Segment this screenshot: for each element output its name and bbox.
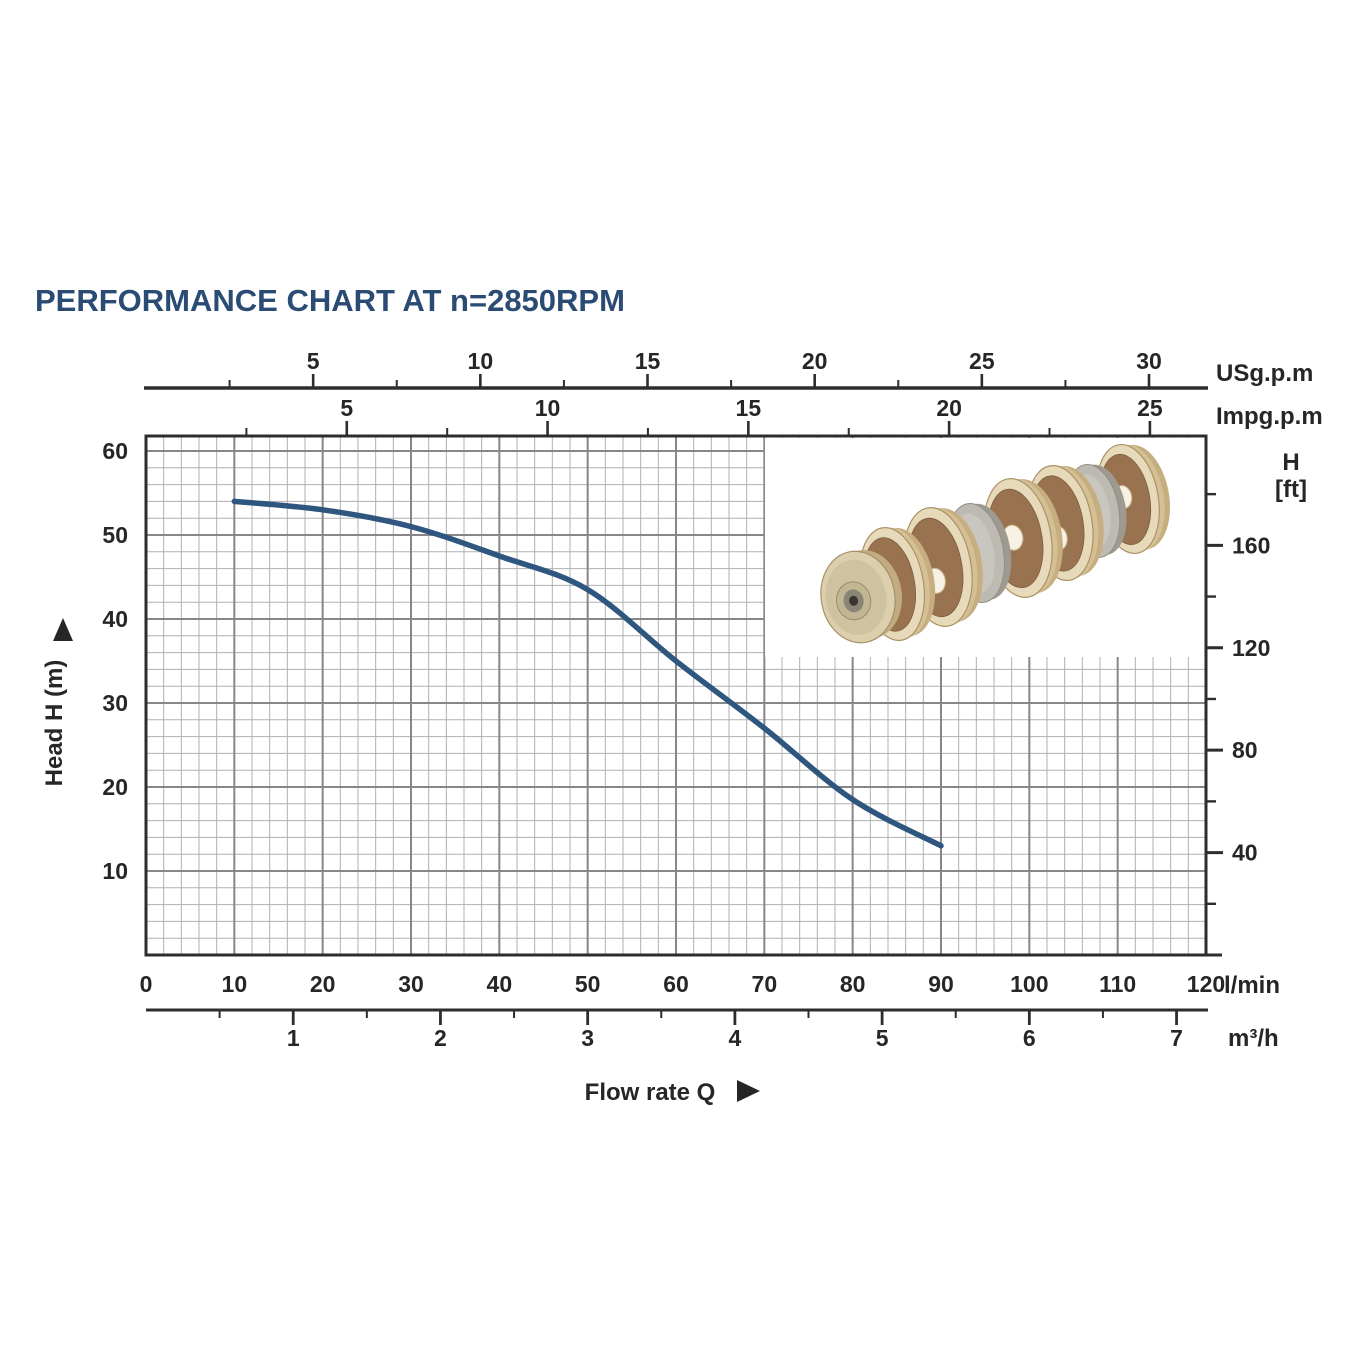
right-axis-title-ft: [ft] [1275,476,1307,503]
y-axis-head-m: 10 20 30 40 50 60 Head H (m) [41,438,128,884]
head-ft-tick-label: 40 [1232,840,1258,866]
m3h-unit-label: m³/h [1228,1025,1279,1052]
x-axis-m3h: 1 2 3 4 5 6 7 m³/h [146,1008,1279,1052]
usgpm-tick-label: 15 [635,348,661,374]
impgpm-unit-label: Impg.p.m [1216,403,1323,430]
m3h-tick-label: 5 [876,1025,889,1051]
head-ft-tick-label: 120 [1232,635,1270,661]
usgpm-tick-label: 10 [468,348,494,374]
right-arrow-icon [737,1080,760,1102]
usgpm-tick-label: 30 [1136,348,1162,374]
impgpm-tick-label: 15 [736,395,762,421]
lmin-tick-label: 80 [840,971,866,997]
head-ft-tick-label: 80 [1232,737,1258,763]
pump-impellers-photo [820,443,1171,644]
m3h-tick-label: 3 [581,1025,594,1051]
lmin-tick-label: 30 [398,971,424,997]
lmin-tick-label: 0 [140,971,153,997]
head-m-tick-label: 20 [102,774,128,800]
usgpm-tick-label: 20 [802,348,828,374]
usgpm-tick-label: 5 [307,348,320,374]
impgpm-tick-label: 10 [535,395,561,421]
m3h-tick-label: 2 [434,1025,447,1051]
lmin-tick-label: 10 [222,971,248,997]
x-axis-title: Flow rate Q [585,1079,716,1106]
plot-frame [144,434,1222,957]
grid [146,436,1206,955]
lmin-tick-label: 100 [1010,971,1048,997]
lmin-tick-label: 90 [928,971,954,997]
lmin-tick-label: 70 [752,971,778,997]
lmin-tick-label: 50 [575,971,601,997]
impgpm-tick-label: 5 [340,395,353,421]
lmin-tick-label: 120 [1187,971,1225,997]
usgpm-tick-label: 25 [969,348,995,374]
usgpm-unit-label: USg.p.m [1216,360,1313,387]
m3h-tick-label: 4 [728,1025,741,1051]
lmin-tick-label: 40 [487,971,513,997]
lmin-tick-label: 20 [310,971,336,997]
impgpm-tick-label: 20 [936,395,962,421]
head-m-tick-label: 60 [102,438,128,464]
up-arrow-icon [53,618,73,641]
m3h-tick-label: 1 [287,1025,300,1051]
m3h-tick-label: 7 [1170,1025,1183,1051]
head-m-tick-label: 50 [102,522,128,548]
x-axis-usgpm: 5 10 15 20 25 30 USg.p.m [144,348,1313,390]
right-axis-title-h: H [1282,449,1299,476]
lmin-tick-label: 60 [663,971,689,997]
lmin-tick-label: 110 [1099,971,1136,997]
x-axis-impgpm: 5 10 15 20 25 Impg.p.m [245,395,1323,436]
impeller-disc [983,478,1063,598]
cover-disc [820,550,902,644]
head-m-tick-label: 40 [102,606,128,632]
m3h-tick-label: 6 [1023,1025,1036,1051]
y-axis-head-ft: 40 80 120 160 H[ft] [1205,449,1307,905]
chart-title: PERFORMANCE CHART AT n=2850RPM [35,283,625,318]
lmin-unit-label: l/min [1224,972,1280,999]
x-axis-title-group: Flow rate Q [585,1079,760,1106]
head-m-tick-label: 10 [102,858,128,884]
head-flow-curve [231,498,944,849]
head-m-tick-label: 30 [102,690,128,716]
head-ft-tick-label: 160 [1232,532,1270,558]
y-axis-title: Head H (m) [41,660,68,787]
impgpm-tick-label: 25 [1137,395,1163,421]
